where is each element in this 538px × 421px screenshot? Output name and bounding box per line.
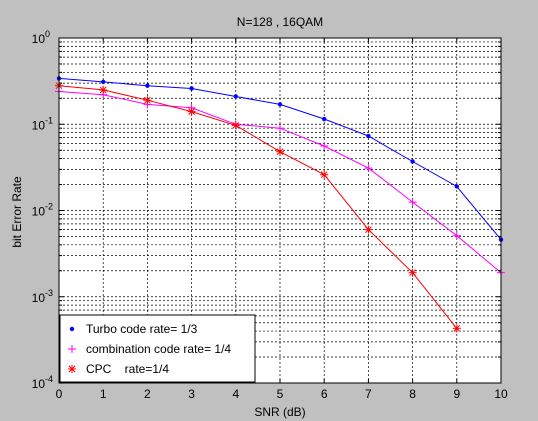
y-axis-label: bit Error Rate	[10, 176, 24, 248]
series-line	[58, 85, 458, 329]
data-point	[143, 96, 152, 105]
x-tick-label: 3	[188, 387, 195, 401]
data-point	[145, 83, 150, 88]
data-point	[231, 121, 240, 130]
data-point	[320, 141, 329, 150]
x-tick-label: 5	[277, 387, 284, 401]
legend-marker	[68, 345, 76, 353]
data-point	[366, 133, 371, 139]
legend-items: Turbo code rate= 1/3 combination code rat…	[68, 322, 231, 376]
y-tick-exponent: -1	[45, 115, 53, 125]
legend-item: combination code rate= 1/4	[68, 342, 231, 356]
legend-item: CPC rate=1/4	[68, 362, 169, 376]
data-point	[189, 86, 194, 91]
marker-stroke	[365, 226, 372, 233]
data-point	[454, 184, 459, 189]
y-tick-label: 10	[32, 32, 46, 46]
data-point	[187, 107, 196, 116]
marker-stroke	[144, 96, 151, 104]
marker-stroke	[232, 122, 240, 129]
legend-label: Turbo code rate= 1/3	[86, 322, 198, 336]
data-point	[276, 147, 284, 156]
x-tick-label: 1	[100, 387, 107, 401]
marker-stroke	[409, 269, 416, 277]
legend-item: Turbo code rate= 1/3	[69, 322, 198, 336]
data-point	[364, 164, 373, 173]
data-point	[410, 159, 415, 164]
y-tick-label: 10	[32, 118, 46, 132]
marker-stroke	[188, 108, 195, 116]
series-3	[55, 81, 461, 333]
y-tick-label: 10	[32, 291, 46, 305]
data-point	[320, 170, 329, 179]
chart-title: N=128 , 16QAM	[237, 15, 323, 29]
x-tick-label: 7	[365, 387, 372, 401]
series-layer	[55, 76, 505, 333]
data-point	[99, 85, 108, 94]
legend-label: CPC rate=1/4	[86, 362, 169, 376]
data-point	[101, 79, 106, 85]
data-point	[452, 324, 461, 333]
legend-label: combination code rate= 1/4	[86, 342, 231, 356]
data-point	[408, 198, 417, 207]
y-tick-exponent: 0	[45, 29, 50, 39]
series-1	[56, 76, 504, 242]
data-point	[322, 116, 327, 122]
y-tick-exponent: -4	[45, 374, 53, 384]
marker-stroke	[453, 325, 461, 332]
data-point	[276, 124, 284, 133]
x-tick-label: 0	[56, 387, 63, 401]
x-tick-label: 6	[321, 387, 328, 401]
y-tick-label: 10	[32, 377, 46, 391]
x-tick-label: 2	[144, 387, 151, 401]
legend-marker	[68, 365, 76, 373]
marker-stroke	[99, 86, 107, 94]
x-tick-label: 10	[494, 387, 508, 401]
legend: Turbo code rate= 1/3 combination code rat…	[59, 314, 256, 383]
y-tick-exponent: -3	[45, 288, 53, 298]
data-point	[452, 231, 461, 240]
y-tick-label: 10	[32, 205, 46, 219]
marker-stroke	[320, 171, 328, 179]
marker-stroke	[276, 148, 284, 156]
marker-stroke	[68, 365, 76, 373]
data-point	[364, 225, 373, 234]
x-axis-label: SNR (dB)	[254, 405, 305, 419]
data-point	[408, 268, 417, 277]
x-tick-label: 9	[453, 387, 460, 401]
data-point	[233, 94, 238, 99]
data-point	[277, 102, 283, 107]
x-tick-label: 8	[409, 387, 416, 401]
x-tick-label: 4	[232, 387, 239, 401]
grid	[59, 38, 501, 383]
y-tick-exponent: -2	[45, 202, 53, 212]
legend-box	[59, 314, 256, 383]
legend-marker	[69, 326, 75, 332]
